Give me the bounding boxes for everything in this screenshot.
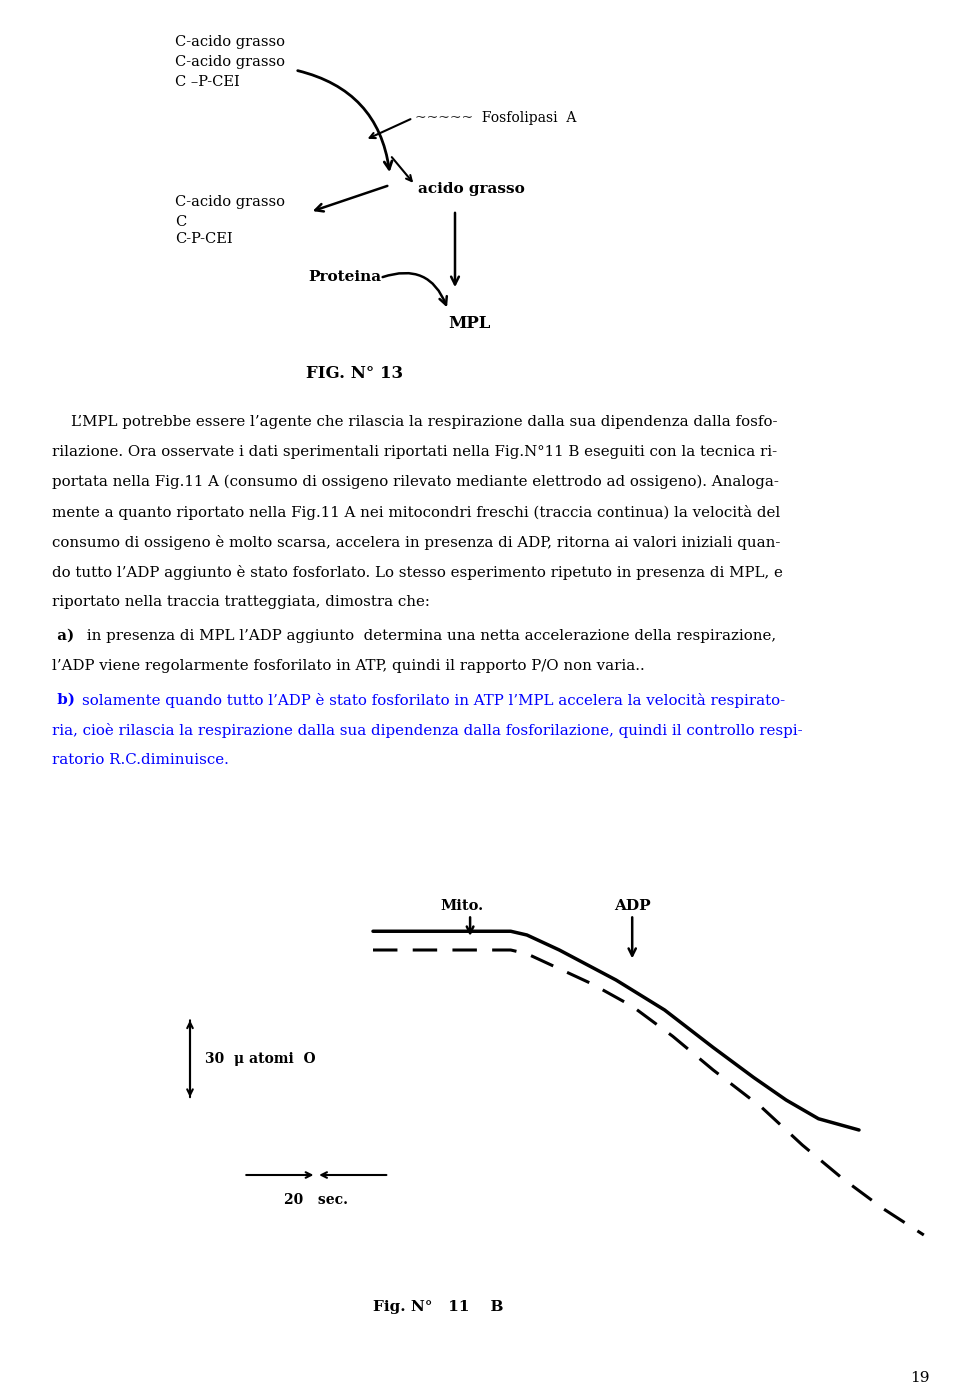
Text: ratorio R.C.diminuisce.: ratorio R.C.diminuisce. [52, 753, 228, 767]
Text: l’ADP viene regolarmente fosforilato in ATP, quindi il rapporto P/O non varia..: l’ADP viene regolarmente fosforilato in … [52, 659, 645, 673]
FancyArrowPatch shape [451, 213, 459, 284]
Text: solamente quando tutto l’ADP è stato fosforilato in ATP l’MPL accelera la veloci: solamente quando tutto l’ADP è stato fos… [82, 693, 785, 708]
Text: FIG. N° 13: FIG. N° 13 [306, 365, 403, 382]
Text: Mito.: Mito. [441, 898, 484, 912]
FancyArrowPatch shape [467, 918, 473, 933]
Text: rilazione. Ora osservate i dati sperimentali riportati nella Fig.N°11 B eseguiti: rilazione. Ora osservate i dati sperimen… [52, 445, 778, 459]
Text: do tutto l’ADP aggiunto è stato fosforlato. Lo stesso esperimento ripetuto in pr: do tutto l’ADP aggiunto è stato fosforla… [52, 565, 782, 581]
FancyArrowPatch shape [392, 157, 412, 180]
FancyArrowPatch shape [298, 70, 392, 169]
Text: C: C [175, 215, 186, 229]
Text: ADP: ADP [613, 898, 651, 912]
Text: acido grasso: acido grasso [418, 182, 525, 196]
Text: ria, cioè rilascia la respirazione dalla sua dipendenza dalla fosforilazione, qu: ria, cioè rilascia la respirazione dalla… [52, 723, 803, 739]
Text: portata nella Fig.11 A (consumo di ossigeno rilevato mediante elettrodo ad ossig: portata nella Fig.11 A (consumo di ossig… [52, 476, 779, 490]
FancyArrowPatch shape [187, 1020, 193, 1095]
Text: C –P-CEI: C –P-CEI [175, 76, 240, 90]
FancyArrowPatch shape [322, 1172, 387, 1178]
Text: 19: 19 [910, 1371, 930, 1385]
Text: Fig. N°   11    B: Fig. N° 11 B [372, 1300, 503, 1314]
Text: 20   sec.: 20 sec. [284, 1193, 348, 1207]
Text: C-P-CEI: C-P-CEI [175, 232, 232, 246]
Text: ~~~~~  Fosfolipasi  A: ~~~~~ Fosfolipasi A [415, 111, 576, 125]
Text: riportato nella traccia tratteggiata, dimostra che:: riportato nella traccia tratteggiata, di… [52, 595, 430, 609]
Text: MPL: MPL [448, 315, 491, 332]
Text: consumo di ossigeno è molto scarsa, accelera in presenza di ADP, ritorna ai valo: consumo di ossigeno è molto scarsa, acce… [52, 534, 780, 550]
Text: C-acido grasso: C-acido grasso [175, 194, 285, 208]
FancyArrowPatch shape [187, 1023, 193, 1097]
Text: C-acido grasso: C-acido grasso [175, 35, 285, 49]
Text: Proteina: Proteina [308, 270, 381, 284]
FancyArrowPatch shape [370, 119, 411, 139]
FancyArrowPatch shape [383, 273, 446, 305]
FancyArrowPatch shape [315, 186, 388, 211]
FancyArrowPatch shape [246, 1172, 311, 1178]
Text: mente a quanto riportato nella Fig.11 A nei mitocondri freschi (traccia continua: mente a quanto riportato nella Fig.11 A … [52, 505, 780, 520]
Text: in presenza di MPL l’ADP aggiunto  determina una netta accelerazione della respi: in presenza di MPL l’ADP aggiunto determ… [82, 630, 776, 644]
Text: 30  μ atomi  O: 30 μ atomi O [205, 1052, 316, 1066]
Text: a): a) [52, 630, 74, 644]
Text: b): b) [52, 693, 75, 706]
Text: C-acido grasso: C-acido grasso [175, 55, 285, 69]
Text: L’MPL potrebbe essere l’agente che rilascia la respirazione dalla sua dipendenza: L’MPL potrebbe essere l’agente che rilas… [52, 416, 778, 429]
FancyArrowPatch shape [629, 918, 636, 956]
